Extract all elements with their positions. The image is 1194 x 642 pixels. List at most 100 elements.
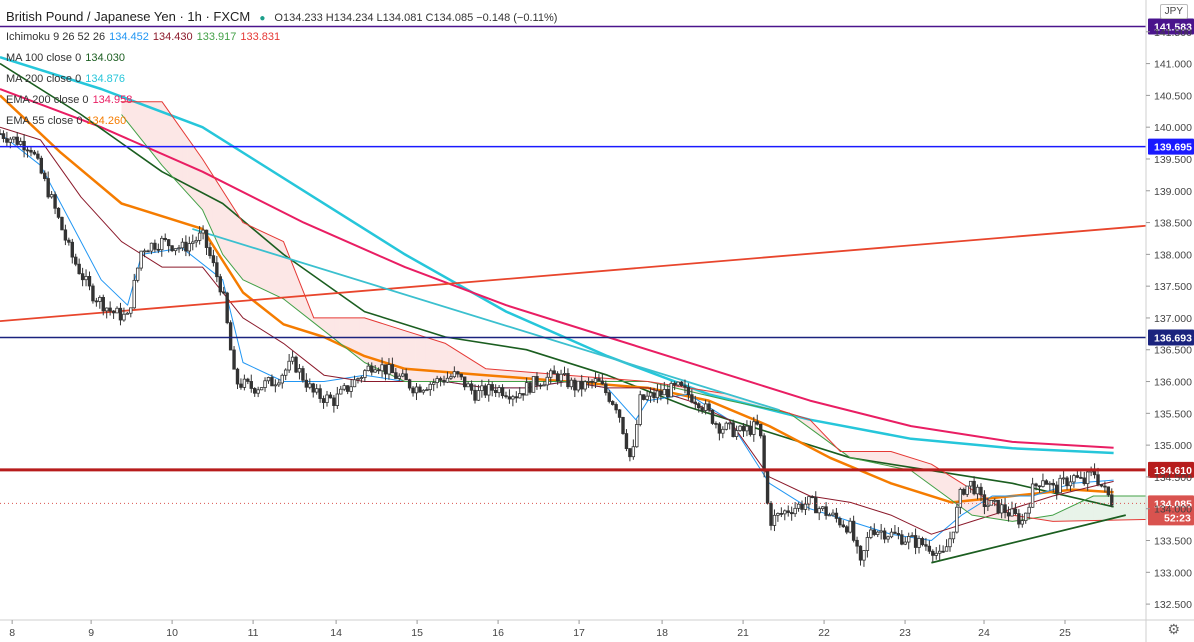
indicator-label: MA 200 close 0 [6, 73, 82, 85]
candle-body [287, 360, 291, 371]
candle-body [993, 499, 997, 502]
candle-body [180, 241, 185, 249]
settings-gear-icon[interactable]: ⚙ [1167, 621, 1180, 637]
candle-body [652, 392, 656, 399]
candle-body [731, 422, 735, 438]
candle-body [431, 382, 436, 385]
candle-body [1055, 484, 1059, 494]
candle-body [459, 373, 463, 378]
cloud-segment [814, 424, 821, 436]
candle-body [903, 541, 907, 545]
cloud-segment [293, 267, 299, 311]
candle-body [851, 520, 856, 541]
candle-body [67, 239, 71, 243]
time-axis[interactable]: 8 9 10 11 14 15 16 17 18 21 22 23 24 25 [0, 619, 1194, 639]
candle-body [865, 537, 870, 551]
candle-body [1110, 494, 1114, 506]
cloud-segment [344, 317, 350, 351]
cloud-segment [1012, 515, 1018, 522]
candle-body [421, 389, 426, 393]
candle-body [576, 380, 580, 391]
candle-body [191, 241, 195, 244]
candle-body [800, 503, 804, 510]
price-axis[interactable]: 132.500 133.000 133.500 134.000 134.500 135.0… [1145, 0, 1192, 642]
candle-body [304, 379, 309, 388]
cloud-segment [1073, 503, 1079, 522]
candle-body [566, 373, 570, 388]
candle-body [469, 383, 474, 391]
cloud-segment [364, 317, 370, 365]
candle-body [1096, 474, 1100, 485]
live-dot-icon: ● [259, 13, 266, 24]
candle-body [669, 382, 673, 398]
y-tick-label: 141.500 [1154, 27, 1192, 39]
indicator-row[interactable]: MA 200 close 0 134.876 [6, 69, 557, 90]
candle-body [931, 550, 935, 556]
candle-body [94, 300, 99, 303]
candle-body [29, 149, 33, 153]
candle-body [194, 240, 198, 243]
candle-body [858, 545, 863, 561]
indicator-value: 133.917 [196, 31, 237, 43]
cloud-segment [951, 476, 957, 504]
candle-body [435, 378, 439, 384]
candle-body [614, 404, 618, 411]
candle-body [869, 529, 873, 538]
candle-body [580, 380, 584, 390]
candle-body [1027, 506, 1031, 514]
cloud-segment [349, 317, 355, 355]
candle-body [359, 377, 364, 380]
candle-body [927, 545, 932, 552]
cloud-segment [885, 451, 891, 467]
cloud-segment [926, 462, 932, 486]
candle-body [390, 364, 395, 374]
cloud-segment [232, 206, 238, 274]
candle-body [820, 506, 825, 510]
candle-body [5, 138, 9, 143]
candle-body [755, 421, 759, 425]
y-tick-label: 139.500 [1154, 154, 1192, 166]
cloud-segment [141, 101, 147, 147]
cloud-segment [369, 319, 375, 368]
cloud-segment [946, 473, 952, 501]
candle-body [339, 388, 343, 395]
candle-body [173, 248, 178, 252]
cloud-segment [248, 224, 254, 285]
candle-body [518, 393, 522, 399]
candle-body [500, 387, 505, 397]
candle-body [683, 385, 687, 388]
candle-body [535, 376, 539, 386]
candle-body [407, 379, 412, 389]
cloud-segment [313, 317, 319, 327]
cloud-segment [217, 182, 223, 255]
candle-body [783, 510, 787, 515]
candle-body [848, 520, 852, 533]
candle-body [814, 496, 818, 514]
cloud-segment [212, 174, 218, 244]
indicator-row[interactable]: EMA 55 close 0 134.260 [6, 111, 557, 132]
candle-body [218, 276, 222, 293]
candle-body [156, 248, 161, 251]
candle-body [111, 310, 116, 314]
candle-body [1024, 512, 1028, 522]
cloud-segment [1128, 496, 1134, 520]
candle-body [0, 133, 2, 135]
candle-body [834, 512, 839, 519]
cloud-segment [1083, 498, 1089, 521]
indicator-row[interactable]: MA 100 close 0 134.030 [6, 48, 557, 69]
indicator-row[interactable]: EMA 200 close 0 134.958 [6, 90, 557, 111]
indicator-row[interactable]: Ichimoku 9 26 52 26 134.452 134.430 133.917… [6, 27, 557, 48]
symbol-title[interactable]: British Pound / Japanese Yen · 1h · FXCM [6, 9, 251, 24]
candle-body [1075, 475, 1080, 478]
candle-body [910, 535, 914, 537]
candle-body [714, 423, 718, 425]
horizontal-levels[interactable]: 141.583 139.695 136.693 134.610 134.085 52:23 [0, 18, 1194, 526]
candle-body [74, 256, 78, 265]
current-price-tag [1148, 495, 1194, 526]
cloud-segment [415, 333, 421, 382]
candle-body [586, 381, 591, 383]
trend-lines[interactable] [0, 224, 1147, 564]
candle-body [383, 364, 388, 375]
candle-body [562, 373, 567, 375]
